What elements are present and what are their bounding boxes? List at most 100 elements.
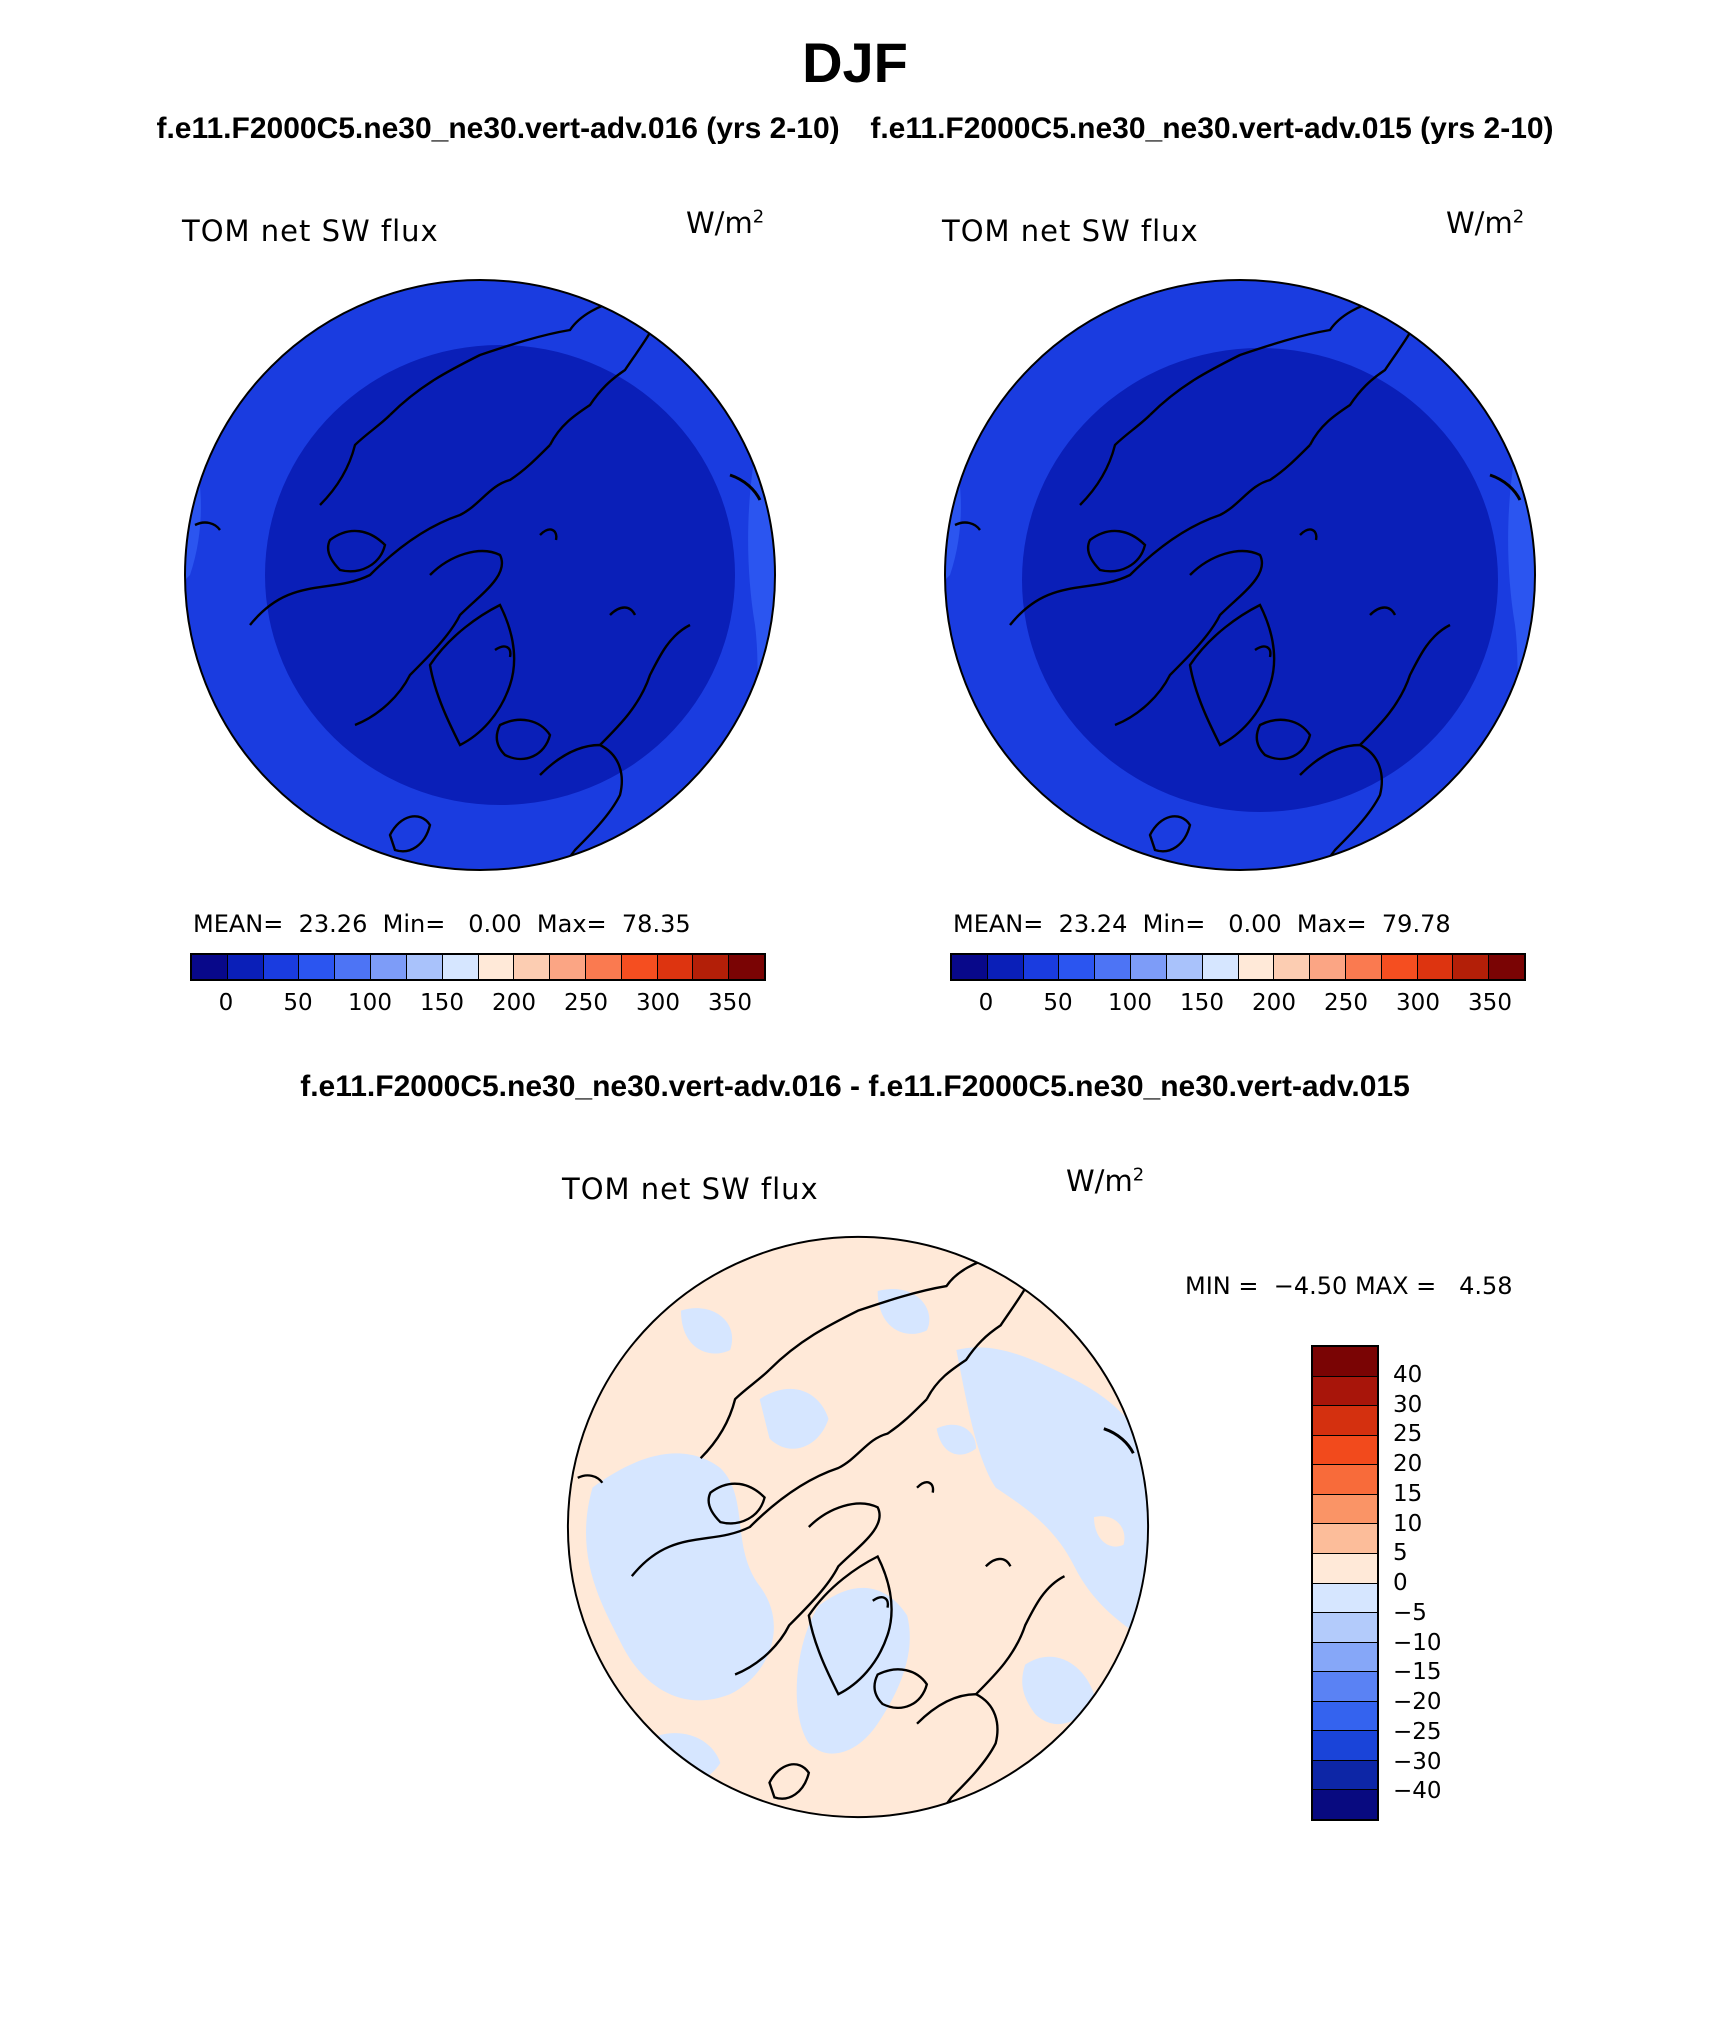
diff-polar-map [566, 1235, 1150, 1819]
diff-colorbar-swatch [1313, 1406, 1377, 1436]
left-colorbar-swatch [371, 955, 407, 979]
diff-colorbar-swatch [1313, 1642, 1377, 1673]
right-colorbar-swatch [1274, 955, 1311, 979]
left-polar-map [184, 279, 776, 871]
left-colorbar-swatch [263, 955, 300, 979]
diff-colorbar-tick-label: 5 [1393, 1540, 1408, 1567]
left-colorbar-swatch [585, 955, 622, 979]
left-colorbar-tick-label: 200 [492, 990, 536, 1016]
right-colorbar-swatch [1310, 955, 1346, 979]
diff-colorbar-swatch [1313, 1435, 1377, 1466]
right-colorbar-swatch [1345, 955, 1382, 979]
diff-panel-title: f.e11.F2000C5.ne30_ne30.vert-adv.016 - f… [300, 1070, 1410, 1103]
right-colorbar-labels: 0 50 100 150 200 250 300 350 [950, 990, 1526, 1020]
diff-colorbar-swatch [1313, 1376, 1377, 1407]
left-colorbar-tick-label: 50 [283, 990, 313, 1016]
right-colorbar [950, 953, 1526, 981]
right-unit-label: W/m2 [1446, 206, 1525, 240]
left-colorbar-swatch [621, 955, 658, 979]
diff-colorbar-tick-label: 40 [1393, 1361, 1423, 1388]
diff-colorbar-tick-label: 20 [1393, 1451, 1423, 1477]
right-colorbar-swatch [1095, 955, 1132, 979]
right-polar-map [944, 279, 1536, 871]
diff-colorbar-swatch [1313, 1672, 1377, 1702]
diff-colorbar-swatch [1313, 1760, 1377, 1791]
right-colorbar-tick-label: 350 [1468, 990, 1512, 1016]
diff-colorbar-swatch [1313, 1731, 1377, 1761]
diff-colorbar-labels: 40 30 25 20 15 10 5 0 −5 −10 −15 −20 −25 −30 −40 [1393, 1345, 1473, 1821]
right-colorbar-tick-label: 150 [1180, 990, 1224, 1016]
diff-colorbar-tick-label: −40 [1393, 1778, 1442, 1805]
left-colorbar-swatch [478, 955, 515, 979]
left-colorbar-swatch [227, 955, 264, 979]
diff-colorbar-tick-label: −10 [1393, 1629, 1442, 1656]
left-colorbar-tick-label: 300 [636, 990, 680, 1016]
diff-colorbar-tick-label: −20 [1393, 1689, 1442, 1715]
left-colorbar-swatch [657, 955, 694, 979]
left-colorbar-tick-label: 0 [218, 990, 234, 1016]
left-colorbar-tick-label: 100 [348, 990, 392, 1016]
left-colorbar-swatch [335, 955, 372, 979]
right-colorbar-swatch [1023, 955, 1060, 979]
diff-colorbar-tick-label: 15 [1393, 1480, 1423, 1507]
left-variable-label: TOM net SW flux [182, 214, 439, 248]
right-colorbar-swatch [1489, 955, 1524, 979]
right-colorbar-tick-label: 300 [1396, 990, 1440, 1016]
left-colorbar-swatch [693, 955, 730, 979]
left-colorbar-tick-label: 350 [708, 990, 752, 1016]
right-colorbar-swatch [1417, 955, 1454, 979]
diff-colorbar-tick-label: 25 [1393, 1421, 1423, 1448]
diff-colorbar-tick-label: −15 [1393, 1659, 1442, 1686]
left-colorbar-swatch [550, 955, 586, 979]
left-colorbar-swatch [406, 955, 443, 979]
diff-colorbar-tick-label: −5 [1393, 1599, 1427, 1626]
diff-colorbar [1311, 1345, 1379, 1821]
right-colorbar-swatch [952, 955, 988, 979]
right-colorbar-tick-label: 250 [1324, 990, 1368, 1016]
right-colorbar-tick-label: 50 [1043, 990, 1073, 1016]
diff-colorbar-swatch [1313, 1583, 1377, 1614]
right-variable-label: TOM net SW flux [942, 214, 1199, 248]
right-colorbar-tick-label: 200 [1252, 990, 1296, 1016]
left-unit-label: W/m2 [686, 206, 765, 240]
left-stats: MEAN= 23.26 Min= 0.00 Max= 78.35 [193, 910, 691, 938]
right-colorbar-swatch [1381, 955, 1418, 979]
diff-unit-label: W/m2 [1066, 1164, 1145, 1198]
diff-colorbar-tick-label: 10 [1393, 1510, 1423, 1537]
left-panel-title: f.e11.F2000C5.ne30_ne30.vert-adv.016 (yr… [156, 112, 840, 145]
left-colorbar-swatch [299, 955, 336, 979]
diff-colorbar-tick-label: 30 [1393, 1391, 1423, 1418]
diff-colorbar-swatch [1313, 1701, 1377, 1732]
diff-colorbar-tick-label: −30 [1393, 1748, 1442, 1775]
right-colorbar-tick-label: 100 [1108, 990, 1152, 1016]
diff-colorbar-swatch [1313, 1524, 1377, 1554]
panel-titles: f.e11.F2000C5.ne30_ne30.vert-adv.016 (yr… [0, 112, 1710, 146]
diff-stats: MIN = −4.50 MAX = 4.58 [1185, 1272, 1513, 1300]
diff-colorbar-swatch [1313, 1494, 1377, 1525]
right-colorbar-swatch [1202, 955, 1239, 979]
left-colorbar-swatch [514, 955, 551, 979]
diff-colorbar-swatch [1313, 1347, 1377, 1377]
left-colorbar-labels: 0 50 100 150 200 250 300 350 [190, 990, 766, 1020]
left-colorbar-swatch [729, 955, 764, 979]
right-colorbar-swatch [1131, 955, 1167, 979]
diff-variable-label: TOM net SW flux [562, 1172, 819, 1206]
left-colorbar-swatch [192, 955, 228, 979]
right-colorbar-swatch [1059, 955, 1096, 979]
right-colorbar-tick-label: 0 [978, 990, 994, 1016]
right-colorbar-swatch [1453, 955, 1490, 979]
diff-colorbar-tick-label: 0 [1393, 1570, 1408, 1596]
diff-colorbar-swatch [1313, 1465, 1377, 1495]
figure-title: DJF [802, 31, 908, 94]
right-panel-title: f.e11.F2000C5.ne30_ne30.vert-adv.015 (yr… [870, 112, 1554, 145]
right-stats: MEAN= 23.24 Min= 0.00 Max= 79.78 [953, 910, 1451, 938]
diff-colorbar-tick-label: −25 [1393, 1718, 1442, 1745]
diff-colorbar-swatch [1313, 1613, 1377, 1643]
left-colorbar-tick-label: 250 [564, 990, 608, 1016]
diff-colorbar-swatch [1313, 1553, 1377, 1584]
left-colorbar [190, 953, 766, 981]
left-colorbar-swatch [442, 955, 479, 979]
right-colorbar-swatch [1238, 955, 1275, 979]
right-colorbar-swatch [1166, 955, 1203, 979]
right-colorbar-swatch [987, 955, 1024, 979]
